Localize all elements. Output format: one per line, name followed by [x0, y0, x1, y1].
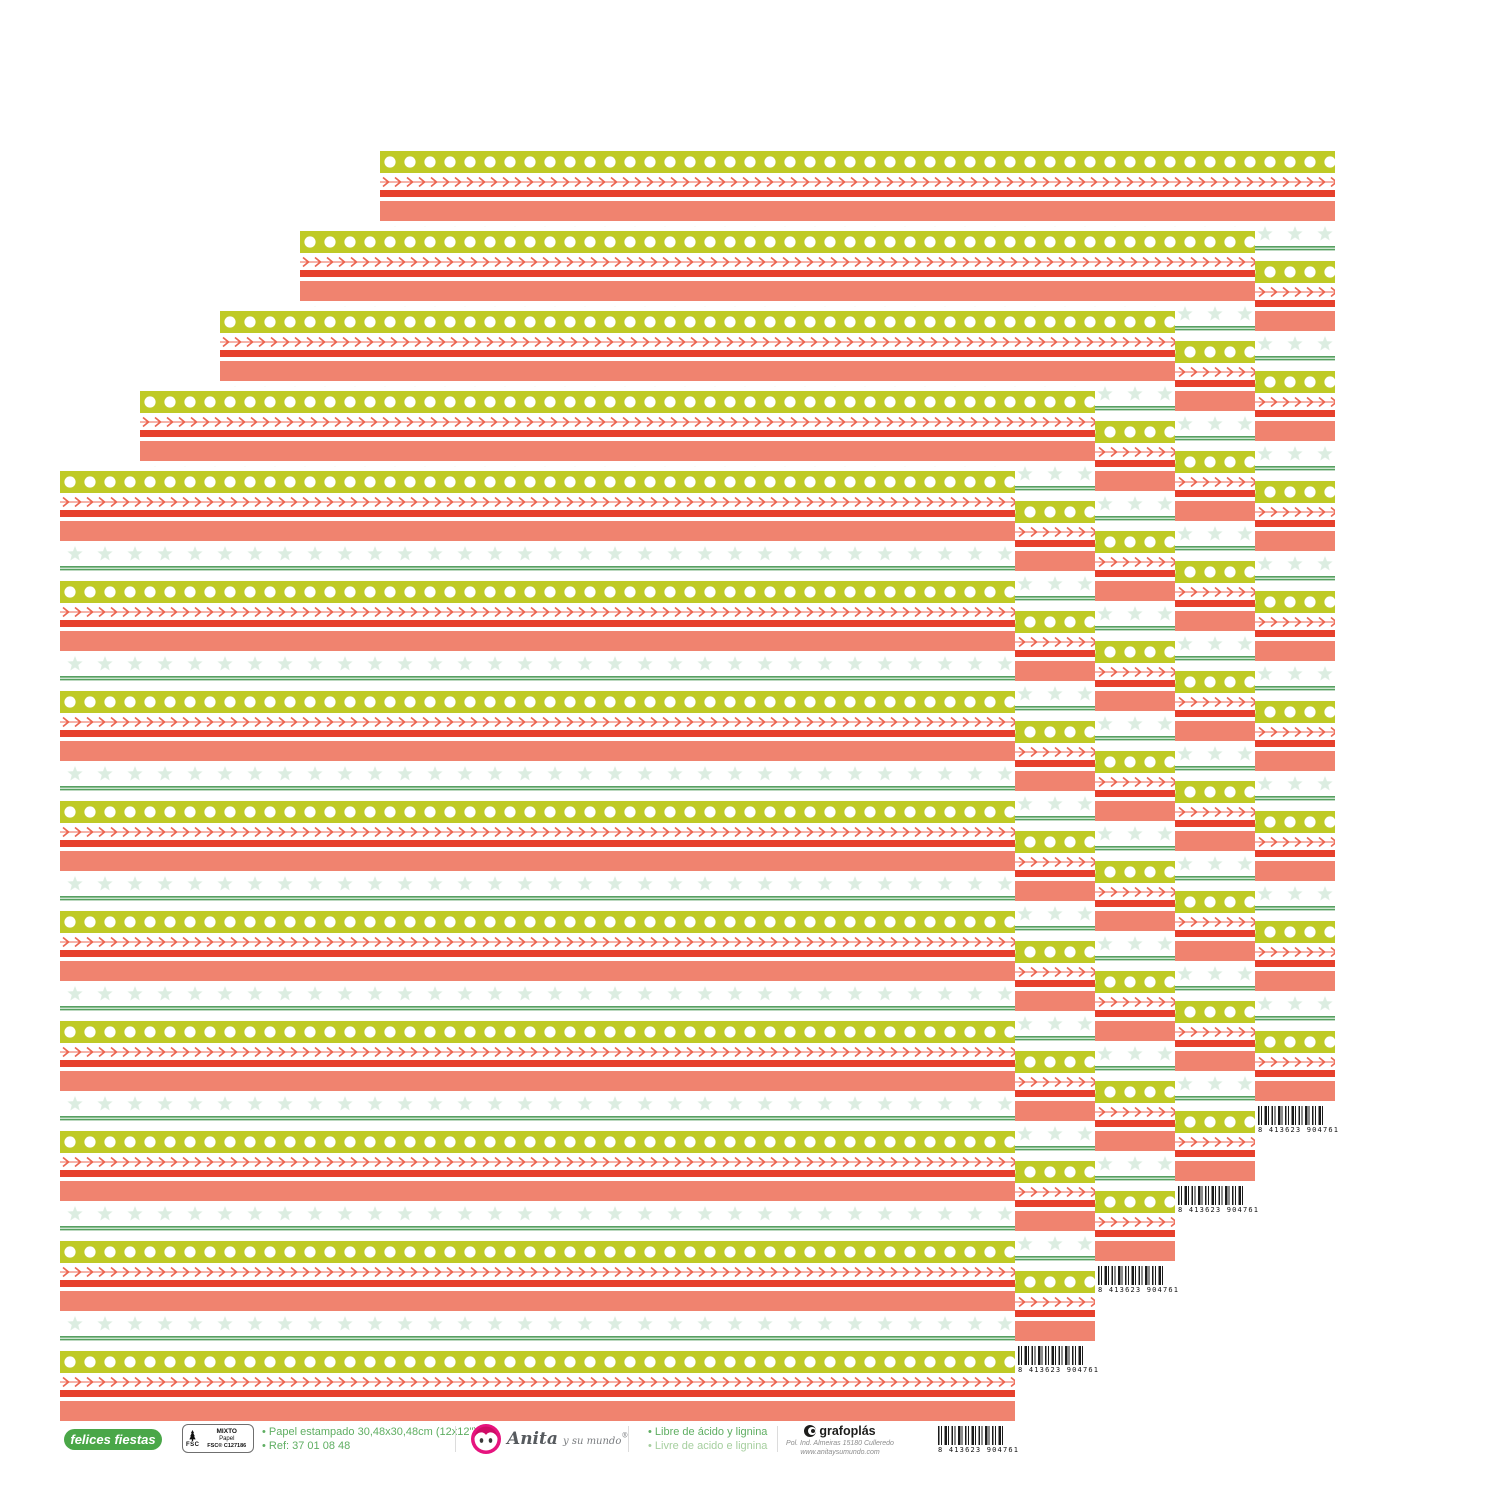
grafoplas-icon	[804, 1425, 817, 1437]
quality-note-pt: • Livre de acido e lignina	[648, 1439, 768, 1452]
manufacturer-address: Pol. Ind. Almeiras 15180 Culleredo	[786, 1439, 894, 1447]
divider	[628, 1426, 629, 1452]
quality-notes: • Libre de ácido y lignina • Livre de ac…	[648, 1426, 767, 1454]
fsc-material-label: Papel	[219, 1435, 235, 1442]
info-strip: felices fiestas FSC MIXTO Papel FSC® C12…	[60, 1421, 1020, 1458]
product-specs: • Papel estampado 30,48x30,48cm (12x12")…	[262, 1426, 477, 1454]
barcode-bars	[1098, 1266, 1164, 1285]
barcode-digits: 8 413623 904761	[1018, 1366, 1100, 1374]
paper-sheet: felices fiestas FSC MIXTO Papel FSC® C12…	[60, 467, 1020, 1458]
fsc-cert-number: FSC® C127186	[207, 1442, 247, 1449]
striped-pattern	[60, 467, 1015, 1421]
series-label: felices fiestas	[70, 1432, 156, 1447]
divider	[455, 1426, 456, 1452]
anita-face-icon	[471, 1424, 501, 1454]
barcode-bars	[1258, 1106, 1324, 1125]
divider	[777, 1426, 778, 1452]
brand-wordmark: Anita y su mundo®	[507, 1429, 628, 1449]
barcode: 8 413623 904761	[1018, 1346, 1100, 1374]
manufacturer-website: www.anitaysumundo.com	[800, 1448, 880, 1456]
fsc-mix-label: MIXTO	[216, 1428, 237, 1436]
barcode-digits: 8 413623 904761	[1258, 1126, 1340, 1134]
series-label-pill: felices fiestas	[64, 1429, 162, 1450]
fsc-logo: FSC	[186, 1429, 200, 1448]
barcode: 8 413623 904761	[938, 1426, 1020, 1454]
quality-note-es: • Libre de ácido y lignina	[648, 1426, 768, 1438]
barcode-bars	[1018, 1346, 1084, 1365]
manufacturer-logo: grafoplás	[784, 1424, 896, 1439]
barcode: 8 413623 904761	[1178, 1186, 1260, 1214]
brand-logo: Anita y su mundo®	[470, 1423, 628, 1455]
fsc-tree-icon	[189, 1430, 196, 1441]
barcode: 8 413623 904761	[1258, 1106, 1340, 1134]
manufacturer-block: grafoplás Pol. Ind. Almeiras 15180 Culle…	[784, 1424, 896, 1457]
barcode-bars	[1178, 1186, 1244, 1205]
barcode-digits: 8 413623 904761	[1178, 1206, 1260, 1214]
fsc-certification-box: FSC MIXTO Papel FSC® C127186	[182, 1424, 254, 1453]
barcode-digits: 8 413623 904761	[1098, 1286, 1180, 1294]
fsc-acronym: FSC	[186, 1442, 200, 1448]
manufacturer-name: grafoplás	[819, 1424, 876, 1438]
barcode-digits: 8 413623 904761	[938, 1446, 1020, 1454]
fsc-text: MIXTO Papel FSC® C127186	[204, 1428, 251, 1449]
spec-size: • Papel estampado 30,48x30,48cm (12x12")	[262, 1426, 478, 1438]
barcode: 8 413623 904761	[1098, 1266, 1180, 1294]
registered-mark: ®	[621, 1431, 629, 1440]
brand-name: Anita	[507, 1429, 558, 1449]
barcode-bars	[938, 1426, 1004, 1445]
brand-tagline: y su mundo	[562, 1436, 622, 1447]
spec-ref: • Ref: 37 01 08 48	[262, 1439, 351, 1452]
